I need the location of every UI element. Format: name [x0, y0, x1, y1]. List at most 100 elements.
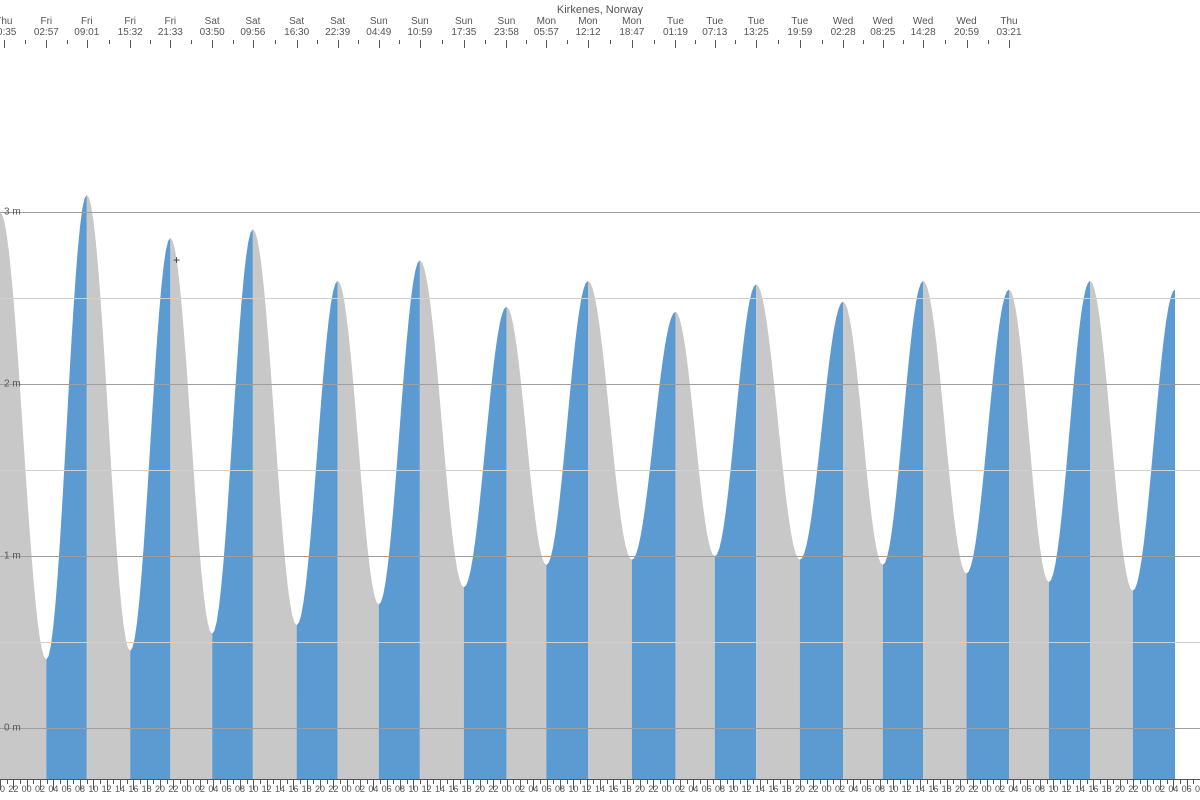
top-time-label: Wed14:28	[911, 16, 936, 38]
top-time-label: Sun23:58	[494, 16, 519, 38]
bottom-hour-label: 10	[1048, 784, 1058, 794]
bottom-hour-label: 14	[115, 784, 125, 794]
top-labels-row: Thu20:35Fri02:57Fri09:01Fri15:32Fri21:33…	[0, 16, 1200, 40]
tide-rising-segment	[379, 260, 420, 780]
tide-rising-segment	[297, 281, 338, 780]
bottom-hour-label: 02	[195, 784, 205, 794]
gridline	[0, 212, 1200, 213]
bottom-hour-label: 20	[155, 784, 165, 794]
tide-falling-segment	[338, 281, 379, 780]
gridline-minor	[0, 298, 1200, 299]
bottom-hour-label: 06	[382, 784, 392, 794]
tide-rising-segment	[464, 307, 507, 780]
tide-rising-segment	[967, 290, 1009, 780]
bottom-hour-label: 20	[0, 784, 5, 794]
bottom-hour-label: 00	[502, 784, 512, 794]
bottom-hour-label: 00	[342, 784, 352, 794]
tide-rising-segment	[800, 302, 843, 780]
bottom-hour-label: 12	[742, 784, 752, 794]
bottom-hour-label: 02	[1155, 784, 1165, 794]
bottom-hour-label: 20	[315, 784, 325, 794]
bottom-hour-label: 18	[782, 784, 792, 794]
bottom-hour-label: 22	[648, 784, 658, 794]
bottom-hour-label: 12	[902, 784, 912, 794]
top-time-label: Tue07:13	[702, 16, 727, 38]
top-time-label: Sat22:39	[325, 16, 350, 38]
y-axis-label: 0 m	[4, 723, 21, 734]
top-time-label: Mon18:47	[619, 16, 644, 38]
bottom-hour-label: 16	[928, 784, 938, 794]
bottom-hour-label: 00	[982, 784, 992, 794]
bottom-hour-label: 00	[22, 784, 32, 794]
bottom-hour-label: 10	[408, 784, 418, 794]
bottom-hour-label: 20	[1115, 784, 1125, 794]
tide-rising-segment	[212, 229, 253, 780]
bottom-hour-label: 22	[808, 784, 818, 794]
y-axis-label: 2 m	[4, 379, 21, 390]
bottom-hour-label: 20	[955, 784, 965, 794]
tide-falling-segment	[1009, 290, 1049, 780]
tide-falling-segment	[923, 281, 966, 780]
bottom-hour-label: 12	[1062, 784, 1072, 794]
tide-falling-segment	[756, 284, 800, 780]
bottom-hour-label: 08	[235, 784, 245, 794]
bottom-hour-label: 08	[715, 784, 725, 794]
top-time-label: Sun04:49	[366, 16, 391, 38]
bottom-hour-label: 06	[1182, 784, 1192, 794]
bottom-hour-label: 04	[1168, 784, 1178, 794]
bottom-hour-label: 18	[462, 784, 472, 794]
bottom-hour-label: 20	[795, 784, 805, 794]
bottom-hour-label: 08	[395, 784, 405, 794]
bottom-hour-label: 14	[915, 784, 925, 794]
gridline	[0, 728, 1200, 729]
top-time-label: Fri09:01	[74, 16, 99, 38]
bottom-hour-label: 14	[275, 784, 285, 794]
top-time-label: Tue01:19	[663, 16, 688, 38]
tide-falling-segment	[87, 195, 130, 780]
tide-rising-segment	[1049, 281, 1090, 780]
bottom-hour-label: 08	[555, 784, 565, 794]
top-time-label: Thu20:35	[0, 16, 16, 38]
bottom-hour-label: 02	[675, 784, 685, 794]
bottom-hour-label: 08	[1035, 784, 1045, 794]
bottom-hour-label: 04	[48, 784, 58, 794]
top-time-label: Fri21:33	[158, 16, 183, 38]
tide-svg	[0, 40, 1200, 780]
bottom-hour-label: 20	[635, 784, 645, 794]
top-time-label: Sun17:35	[451, 16, 476, 38]
top-time-label: Thu03:21	[996, 16, 1021, 38]
bottom-hour-label: 10	[728, 784, 738, 794]
top-time-label: Sat03:50	[200, 16, 225, 38]
bottom-hour-label: 06	[702, 784, 712, 794]
gridline-minor	[0, 642, 1200, 643]
top-time-label: Fri02:57	[34, 16, 59, 38]
bottom-hour-label: 04	[1008, 784, 1018, 794]
bottom-hour-label: 18	[1102, 784, 1112, 794]
bottom-hour-label: 00	[662, 784, 672, 794]
top-time-label: Tue13:25	[744, 16, 769, 38]
bottom-hour-label: 02	[835, 784, 845, 794]
bottom-hour-label: 12	[422, 784, 432, 794]
bottom-hour-label: 02	[35, 784, 45, 794]
bottom-hour-label: 08	[75, 784, 85, 794]
gridline	[0, 384, 1200, 385]
bottom-hour-label: 04	[848, 784, 858, 794]
chart-area: + 0 m1 m2 m3 m	[0, 40, 1200, 780]
bottom-hour-label: 22	[8, 784, 18, 794]
bottom-hour-label: 06	[222, 784, 232, 794]
tide-rising-segment	[46, 195, 86, 780]
tide-rising-segment	[632, 312, 676, 780]
bottom-hour-label: 22	[488, 784, 498, 794]
bottom-hour-label: 14	[435, 784, 445, 794]
tide-falling-segment	[506, 307, 546, 780]
bottom-hour-label: 22	[168, 784, 178, 794]
gridline-minor	[0, 470, 1200, 471]
bottom-hour-label: 18	[942, 784, 952, 794]
tide-rising-segment	[130, 238, 170, 780]
bottom-hour-label: 10	[568, 784, 578, 794]
bottom-hour-label: 20	[475, 784, 485, 794]
tide-rising-segment	[546, 281, 588, 780]
gridline	[0, 556, 1200, 557]
tide-falling-segment	[675, 312, 714, 780]
tide-falling-segment	[253, 229, 297, 780]
